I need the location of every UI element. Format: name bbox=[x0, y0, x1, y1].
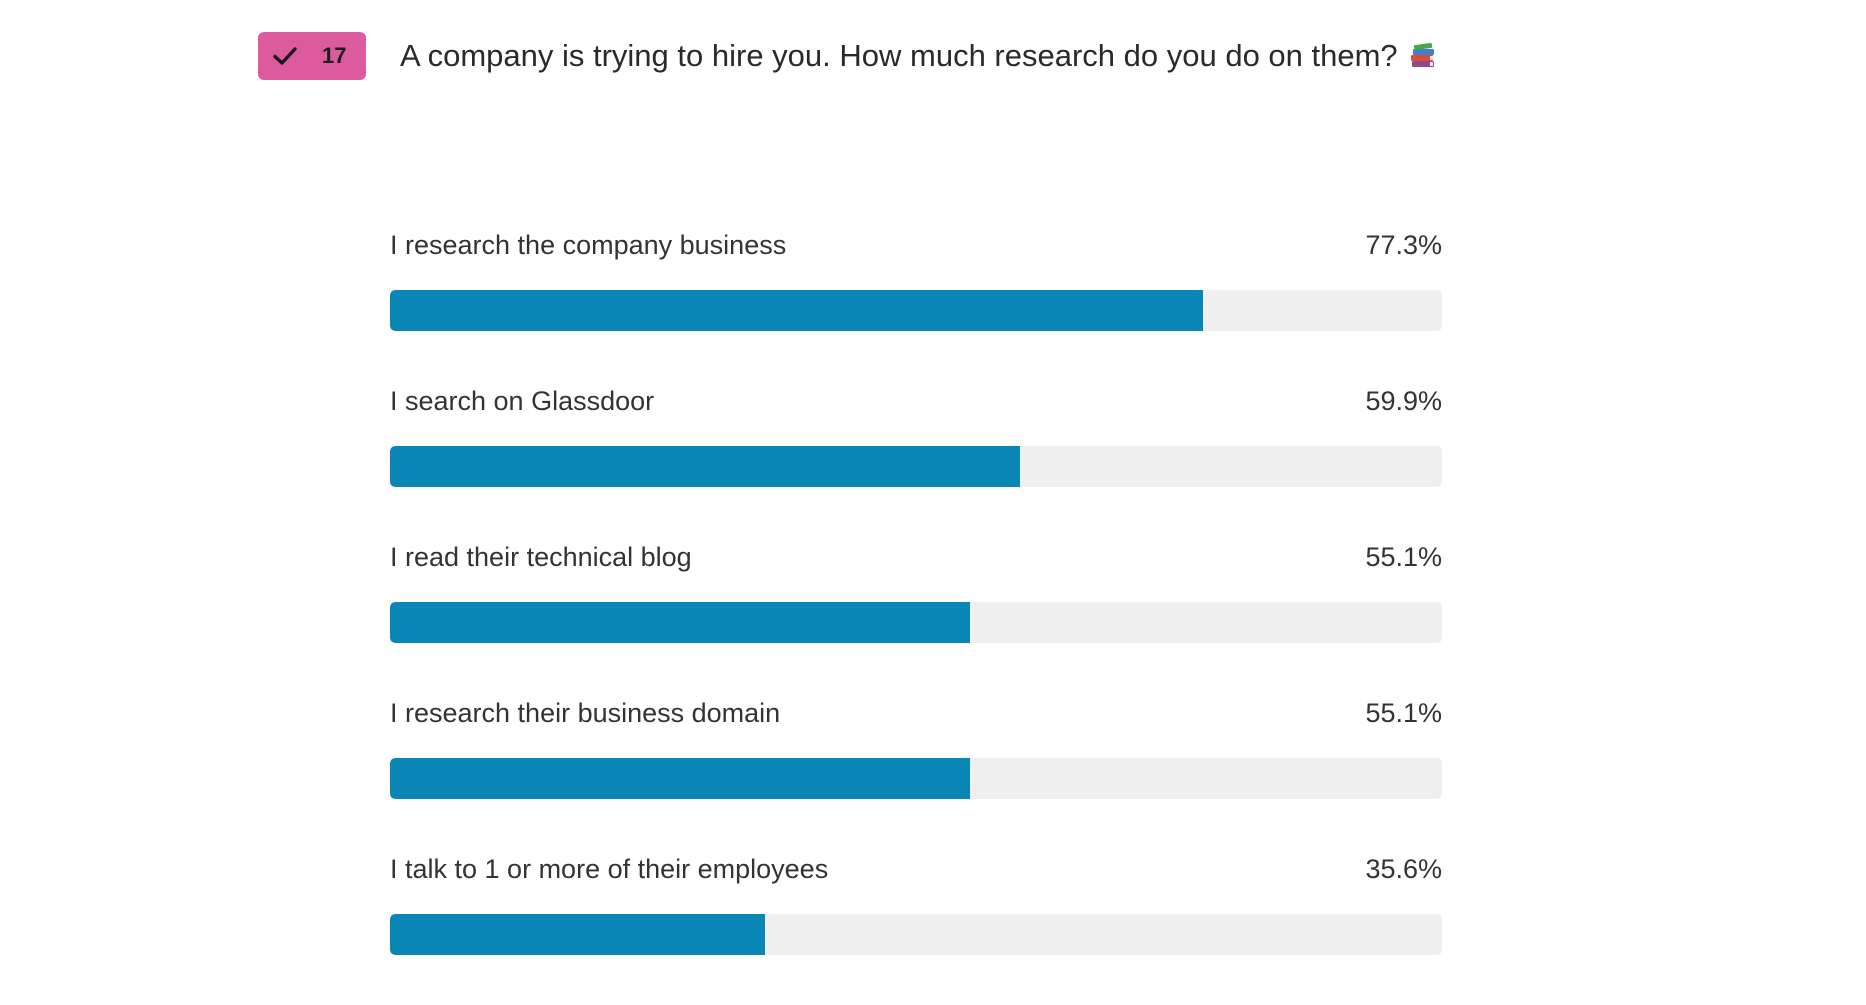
option-percent: 35.6% bbox=[1365, 853, 1442, 884]
poll-option[interactable]: I research the company business 77.3% bbox=[390, 225, 1442, 381]
option-label: I talk to 1 or more of their employees bbox=[390, 853, 829, 884]
poll-option[interactable]: I read their technical blog 55.1% bbox=[390, 537, 1442, 693]
option-bar-fill bbox=[390, 446, 1021, 487]
option-bar-fill bbox=[390, 602, 970, 643]
vote-count: 17 bbox=[322, 43, 347, 68]
option-percent: 77.3% bbox=[1365, 229, 1442, 260]
books-icon bbox=[1408, 41, 1438, 71]
option-bar-track bbox=[390, 914, 1442, 955]
option-bar-fill bbox=[390, 914, 765, 955]
option-bar-track bbox=[390, 290, 1442, 331]
option-label: I research their business domain bbox=[390, 697, 781, 728]
poll-question: A company is trying to hire you. How muc… bbox=[400, 38, 1438, 74]
poll-header: 17 A company is trying to hire you. How … bbox=[258, 32, 1438, 80]
option-label: I research the company business bbox=[390, 229, 787, 260]
question-text: A company is trying to hire you. How muc… bbox=[400, 38, 1398, 73]
option-bar-fill bbox=[390, 290, 1204, 331]
option-percent: 59.9% bbox=[1365, 385, 1442, 416]
vote-badge[interactable]: 17 bbox=[258, 32, 366, 80]
option-percent: 55.1% bbox=[1365, 541, 1442, 572]
poll-option[interactable]: I talk to 1 or more of their employees 3… bbox=[390, 849, 1442, 1005]
option-bar-track bbox=[390, 758, 1442, 799]
option-bar-track bbox=[390, 446, 1442, 487]
option-bar-fill bbox=[390, 758, 970, 799]
poll-option[interactable]: I research their business domain 55.1% bbox=[390, 693, 1442, 849]
option-label: I search on Glassdoor bbox=[390, 385, 655, 416]
poll-option[interactable]: I search on Glassdoor 59.9% bbox=[390, 381, 1442, 537]
option-bar-track bbox=[390, 602, 1442, 643]
poll-options: I research the company business 77.3% I … bbox=[390, 225, 1442, 1005]
option-label: I read their technical blog bbox=[390, 541, 692, 572]
check-icon bbox=[270, 41, 300, 71]
option-percent: 55.1% bbox=[1365, 697, 1442, 728]
